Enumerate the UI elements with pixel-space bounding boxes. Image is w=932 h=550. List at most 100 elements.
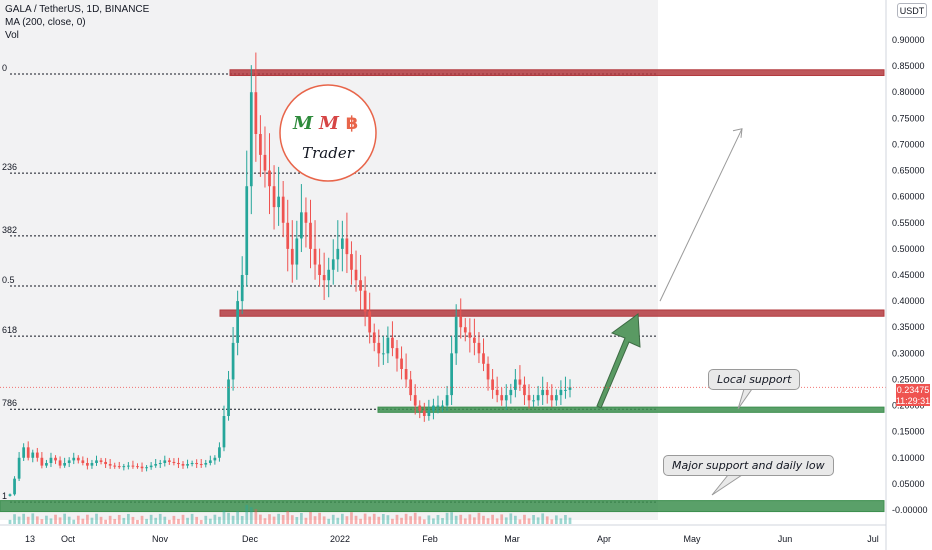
volume-bar bbox=[313, 516, 317, 524]
candle-body bbox=[300, 212, 303, 239]
x-tick-label: Mar bbox=[504, 534, 520, 544]
candle-body bbox=[268, 170, 271, 187]
fib-level-label: 786 bbox=[2, 398, 17, 408]
volume-bar bbox=[318, 512, 321, 524]
volume-bar bbox=[249, 507, 253, 524]
volume-bar bbox=[13, 514, 16, 524]
candle-body bbox=[427, 410, 431, 416]
y-tick-label: 0.55000 bbox=[892, 218, 925, 228]
volume-bar bbox=[350, 512, 353, 524]
volume-bars bbox=[8, 504, 572, 524]
candle-body bbox=[509, 389, 513, 396]
volume-bar bbox=[181, 514, 185, 524]
candle-body bbox=[204, 463, 208, 465]
volume-bar bbox=[8, 519, 12, 524]
fib-level-label: 382 bbox=[2, 225, 17, 235]
volume-bar bbox=[117, 514, 121, 524]
candle-body bbox=[309, 222, 312, 249]
candle-body bbox=[72, 457, 76, 461]
volume-bar bbox=[391, 518, 394, 524]
volume-indicator-label[interactable]: Vol bbox=[5, 30, 19, 41]
candle-body bbox=[167, 460, 171, 462]
x-tick-label: 13 bbox=[25, 534, 35, 544]
volume-bar bbox=[104, 519, 107, 524]
candle-body bbox=[13, 478, 16, 495]
candle-body bbox=[359, 280, 362, 291]
candle-body bbox=[227, 379, 230, 416]
logo-circle bbox=[279, 84, 377, 182]
candle-body bbox=[136, 466, 139, 468]
volume-bar bbox=[336, 517, 340, 524]
volume-bar bbox=[422, 519, 426, 524]
volume-bar bbox=[413, 512, 417, 524]
candle-body bbox=[322, 275, 326, 281]
projection-arrow bbox=[659, 128, 743, 302]
volume-bar bbox=[58, 517, 62, 524]
volume-bar bbox=[17, 516, 21, 524]
candle-body bbox=[454, 316, 458, 354]
ma-indicator-label[interactable]: MA (200, close, 0) bbox=[5, 17, 86, 28]
candle-body bbox=[350, 254, 353, 270]
y-tick-label: 0.70000 bbox=[892, 139, 925, 149]
candle-body bbox=[368, 311, 372, 333]
candle-body bbox=[63, 463, 66, 466]
candle-body bbox=[290, 248, 294, 265]
candle-body bbox=[504, 395, 508, 401]
volume-bar bbox=[195, 516, 199, 524]
candle-body bbox=[249, 92, 253, 187]
volume-bar bbox=[35, 516, 39, 524]
candle-body bbox=[113, 465, 117, 467]
candle-body bbox=[459, 316, 463, 328]
candle-body bbox=[172, 461, 176, 463]
local-support-callout[interactable]: Local support bbox=[708, 369, 801, 390]
volume-bar bbox=[272, 516, 276, 524]
candle-body bbox=[304, 212, 308, 223]
volume-bar bbox=[514, 515, 517, 524]
y-tick-label: 0.60000 bbox=[892, 192, 925, 202]
breakout-arrow bbox=[596, 313, 641, 409]
resistance-zone bbox=[229, 69, 885, 77]
candle-body bbox=[190, 463, 194, 465]
volume-bar bbox=[268, 514, 271, 524]
volume-bar bbox=[345, 516, 349, 524]
symbol-title: GALA / TetherUS, 1D, BINANCE bbox=[5, 4, 150, 15]
volume-bar bbox=[290, 515, 294, 524]
candle-body bbox=[35, 452, 39, 458]
volume-bar bbox=[300, 513, 303, 524]
volume-bar bbox=[482, 515, 485, 524]
volume-bar bbox=[436, 515, 440, 524]
candle-body bbox=[40, 457, 44, 466]
volume-bar bbox=[400, 517, 403, 524]
volume-bar bbox=[245, 504, 249, 524]
y-tick-label: 0.05000 bbox=[892, 479, 925, 489]
candle-body bbox=[554, 395, 558, 401]
candle-body bbox=[195, 463, 199, 465]
volume-bar bbox=[127, 513, 130, 524]
candle-body bbox=[568, 387, 572, 390]
candle-body bbox=[541, 389, 545, 396]
volume-bar bbox=[432, 518, 435, 524]
candle-body bbox=[254, 92, 258, 134]
major-support-callout[interactable]: Major support and daily low bbox=[663, 455, 834, 476]
candle-body bbox=[145, 467, 148, 469]
candle-body bbox=[436, 405, 440, 407]
volume-bar bbox=[509, 513, 513, 524]
candle-body bbox=[413, 395, 417, 406]
y-tick-label: 0.50000 bbox=[892, 244, 925, 254]
currency-button[interactable]: USDT bbox=[897, 3, 927, 18]
volume-bar bbox=[377, 516, 381, 524]
candle-body bbox=[26, 447, 30, 458]
candle-body bbox=[58, 460, 62, 466]
volume-bar bbox=[49, 518, 53, 524]
y-tick-label: 0.15000 bbox=[892, 427, 925, 437]
candle-body bbox=[22, 447, 26, 458]
candle-body bbox=[218, 447, 221, 458]
candle-body bbox=[545, 389, 549, 396]
candle-body bbox=[445, 395, 449, 406]
candle-body bbox=[149, 465, 153, 468]
volume-bar bbox=[163, 516, 167, 524]
y-tick-label: 0.10000 bbox=[892, 453, 925, 463]
volume-bar bbox=[445, 512, 449, 524]
volume-bar bbox=[218, 516, 221, 524]
